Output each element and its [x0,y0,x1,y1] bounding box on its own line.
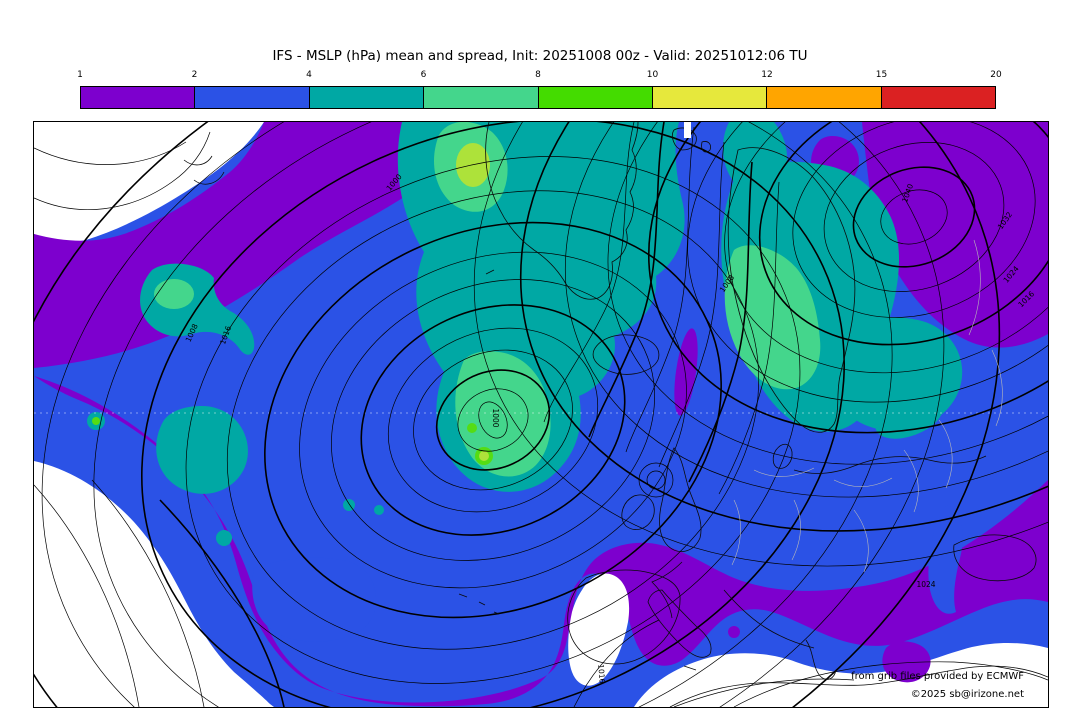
colorbar-tick-8: 8 [535,70,541,80]
colorbar-segment-4-6 [309,87,425,108]
colorbar-segment-1-2 [81,87,196,108]
credit-copyright: ©2025 sb@irizone.net [910,689,1024,700]
country-borders [731,239,1003,573]
isobar-label-1000: 1000 [491,408,500,427]
missing-data-sliver [684,122,691,138]
coastlines [183,122,1048,707]
colorbar-segment-12-15 [767,87,882,108]
isobar-label-1016: 1016 [596,664,607,684]
page-title: IFS - MSLP (hPa) mean and spread, Init: … [272,48,808,64]
colorbar-segment-8-10 [538,87,653,108]
colorbar-tick-1: 1 [77,70,83,80]
isobar-label-1024: 1024 [916,580,935,589]
isobar-contours [34,122,1048,707]
colorbar: 1 2 4 6 8 10 12 15 20 [77,70,1002,109]
spread-fill-regions [34,122,1048,707]
colorbar-segment-2-4 [195,87,310,108]
colorbar-tick-20: 20 [990,70,1002,80]
colorbar-tick-12: 12 [761,70,773,80]
colorbar-tick-4: 4 [306,70,312,80]
colorbar-scale [80,86,996,109]
colorbar-segment-15-20 [881,87,995,108]
colorbar-segment-6-8 [424,87,539,108]
colorbar-tick-labels: 1 2 4 6 8 10 12 15 20 [77,70,1002,84]
colorbar-tick-2: 2 [191,70,198,80]
colorbar-tick-6: 6 [420,70,427,80]
credit-ecmwf: from grib files provided by ECMWF [851,671,1024,682]
colorbar-tick-10: 10 [646,70,659,80]
weather-map: 1000 1000 1008 1016 1008 1040 1032 1024 1016 1016… [33,121,1049,708]
colorbar-segment-10-12 [652,87,768,108]
colorbar-tick-15: 15 [875,70,888,80]
